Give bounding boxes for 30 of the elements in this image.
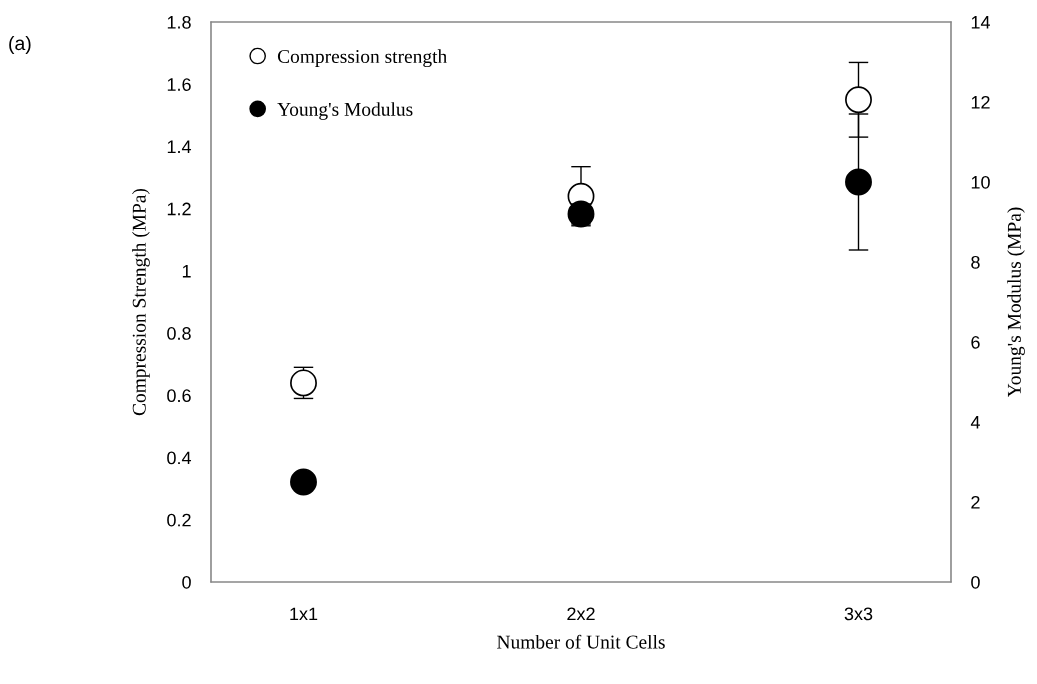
y2-tick-label: 14 <box>971 16 990 29</box>
point <box>845 86 872 114</box>
y2-tick-label: 10 <box>971 175 990 189</box>
y2-tick-label: 8 <box>971 255 980 269</box>
y2-tick-label: 2 <box>971 495 980 509</box>
point <box>845 168 872 196</box>
y-tick-label: 1.6 <box>167 78 191 91</box>
y2-tick-label: 4 <box>970 416 980 429</box>
y-tick-label: 0.4 <box>167 451 192 465</box>
y-tick-label: 0.6 <box>167 389 191 403</box>
y-axis-title: Compression Strength (MPa) <box>132 188 150 416</box>
y2-axis-title: Young's Modulus (MPa) <box>1007 207 1025 398</box>
x-tick-label: 3x3 <box>844 607 873 621</box>
legend-label: Compression strength <box>277 49 447 68</box>
y-tick-label: 0.2 <box>167 513 191 527</box>
y-tick-label: 1.4 <box>167 140 192 153</box>
y2-tick-label: 12 <box>971 95 990 109</box>
y2-tick-label: 6 <box>971 335 980 349</box>
y-tick-label: 1.8 <box>167 15 191 29</box>
y-tick-label: 0 <box>182 575 191 589</box>
x-tick-label: 1x1 <box>290 607 318 621</box>
legend-label: Young's Modulus <box>277 102 413 120</box>
text: (a) <box>9 35 31 55</box>
y-tick-label: 0.8 <box>167 327 191 340</box>
point <box>290 468 317 496</box>
x-tick-label: 2x2 <box>567 607 595 621</box>
y2-tick-label: 0 <box>971 575 980 589</box>
y-tick-label: 1 <box>182 265 191 278</box>
x-axis-title: Number of Unit Cells <box>497 634 665 649</box>
y-tick-label: 1.2 <box>167 202 191 216</box>
